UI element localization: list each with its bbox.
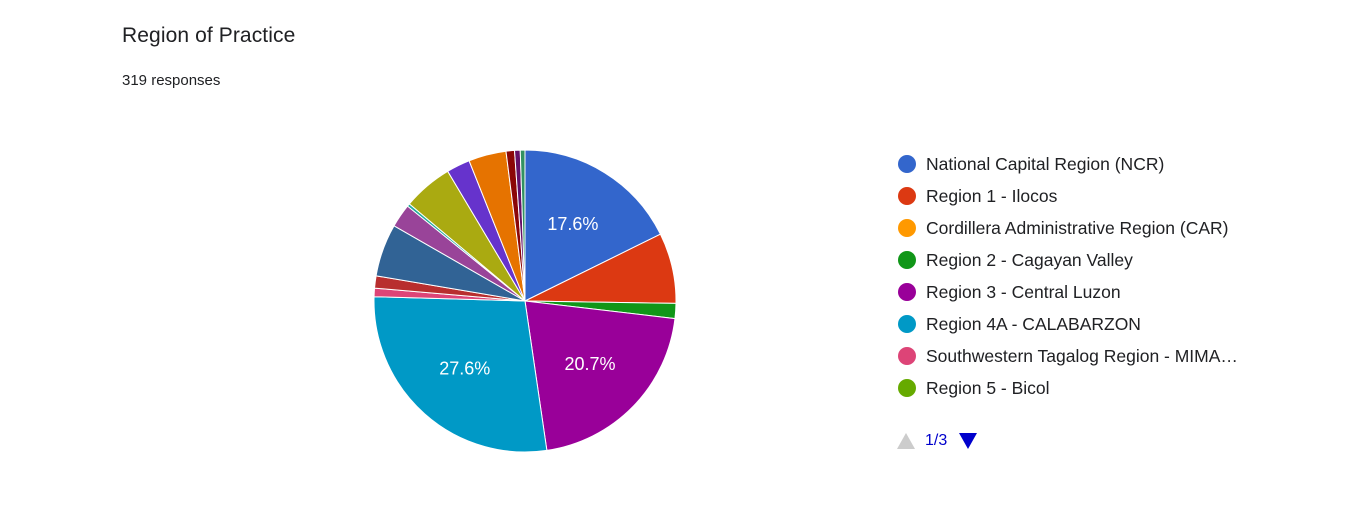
legend-swatch — [898, 283, 916, 301]
legend-label: Cordillera Administrative Region (CAR) — [926, 217, 1229, 238]
triangle-up-icon[interactable] — [897, 433, 915, 449]
legend-item[interactable]: National Capital Region (NCR) — [898, 148, 1238, 180]
legend-label: Region 5 - Bicol — [926, 377, 1050, 398]
pie-slice[interactable] — [524, 300, 676, 451]
legend-swatch — [898, 219, 916, 237]
legend-swatch — [898, 315, 916, 333]
legend-item[interactable]: Region 2 - Cagayan Valley — [898, 244, 1238, 276]
legend-swatch — [898, 187, 916, 205]
pie-slice[interactable] — [373, 296, 548, 453]
legend-item[interactable]: Cordillera Administrative Region (CAR) — [898, 212, 1238, 244]
chart-title: Region of Practice — [122, 24, 296, 47]
pie-slice[interactable] — [519, 149, 526, 302]
response-count: 319 responses — [122, 72, 221, 89]
legend-label: Region 1 - Ilocos — [926, 185, 1058, 206]
page-indicator: 1/3 — [925, 432, 948, 449]
legend-label: Region 3 - Central Luzon — [926, 281, 1121, 302]
legend-swatch — [898, 379, 916, 397]
legend-swatch — [898, 251, 916, 269]
legend-label: Southwestern Tagalog Region - MIMA… — [926, 345, 1238, 366]
legend-item[interactable]: Region 3 - Central Luzon — [898, 276, 1238, 308]
legend-pager: 1/3 — [897, 432, 978, 450]
pie-slice[interactable] — [524, 149, 662, 302]
legend-item[interactable]: Region 1 - Ilocos — [898, 180, 1238, 212]
legend-label: Region 2 - Cagayan Valley — [926, 249, 1133, 270]
legend-label: National Capital Region (NCR) — [926, 153, 1165, 174]
legend-item[interactable]: Region 5 - Bicol — [898, 372, 1238, 404]
legend-item[interactable]: Region 4A - CALABARZON — [898, 308, 1238, 340]
legend-swatch — [898, 155, 916, 173]
slice-label: 20.7% — [564, 354, 615, 374]
slice-label: 17.6% — [547, 214, 598, 234]
slice-label: 27.6% — [439, 359, 490, 379]
triangle-down-icon[interactable] — [959, 433, 978, 449]
legend: National Capital Region (NCR) Region 1 -… — [898, 148, 1238, 404]
legend-swatch — [898, 347, 916, 365]
legend-item[interactable]: Southwestern Tagalog Region - MIMA… — [898, 340, 1238, 372]
legend-label: Region 4A - CALABARZON — [926, 313, 1141, 334]
